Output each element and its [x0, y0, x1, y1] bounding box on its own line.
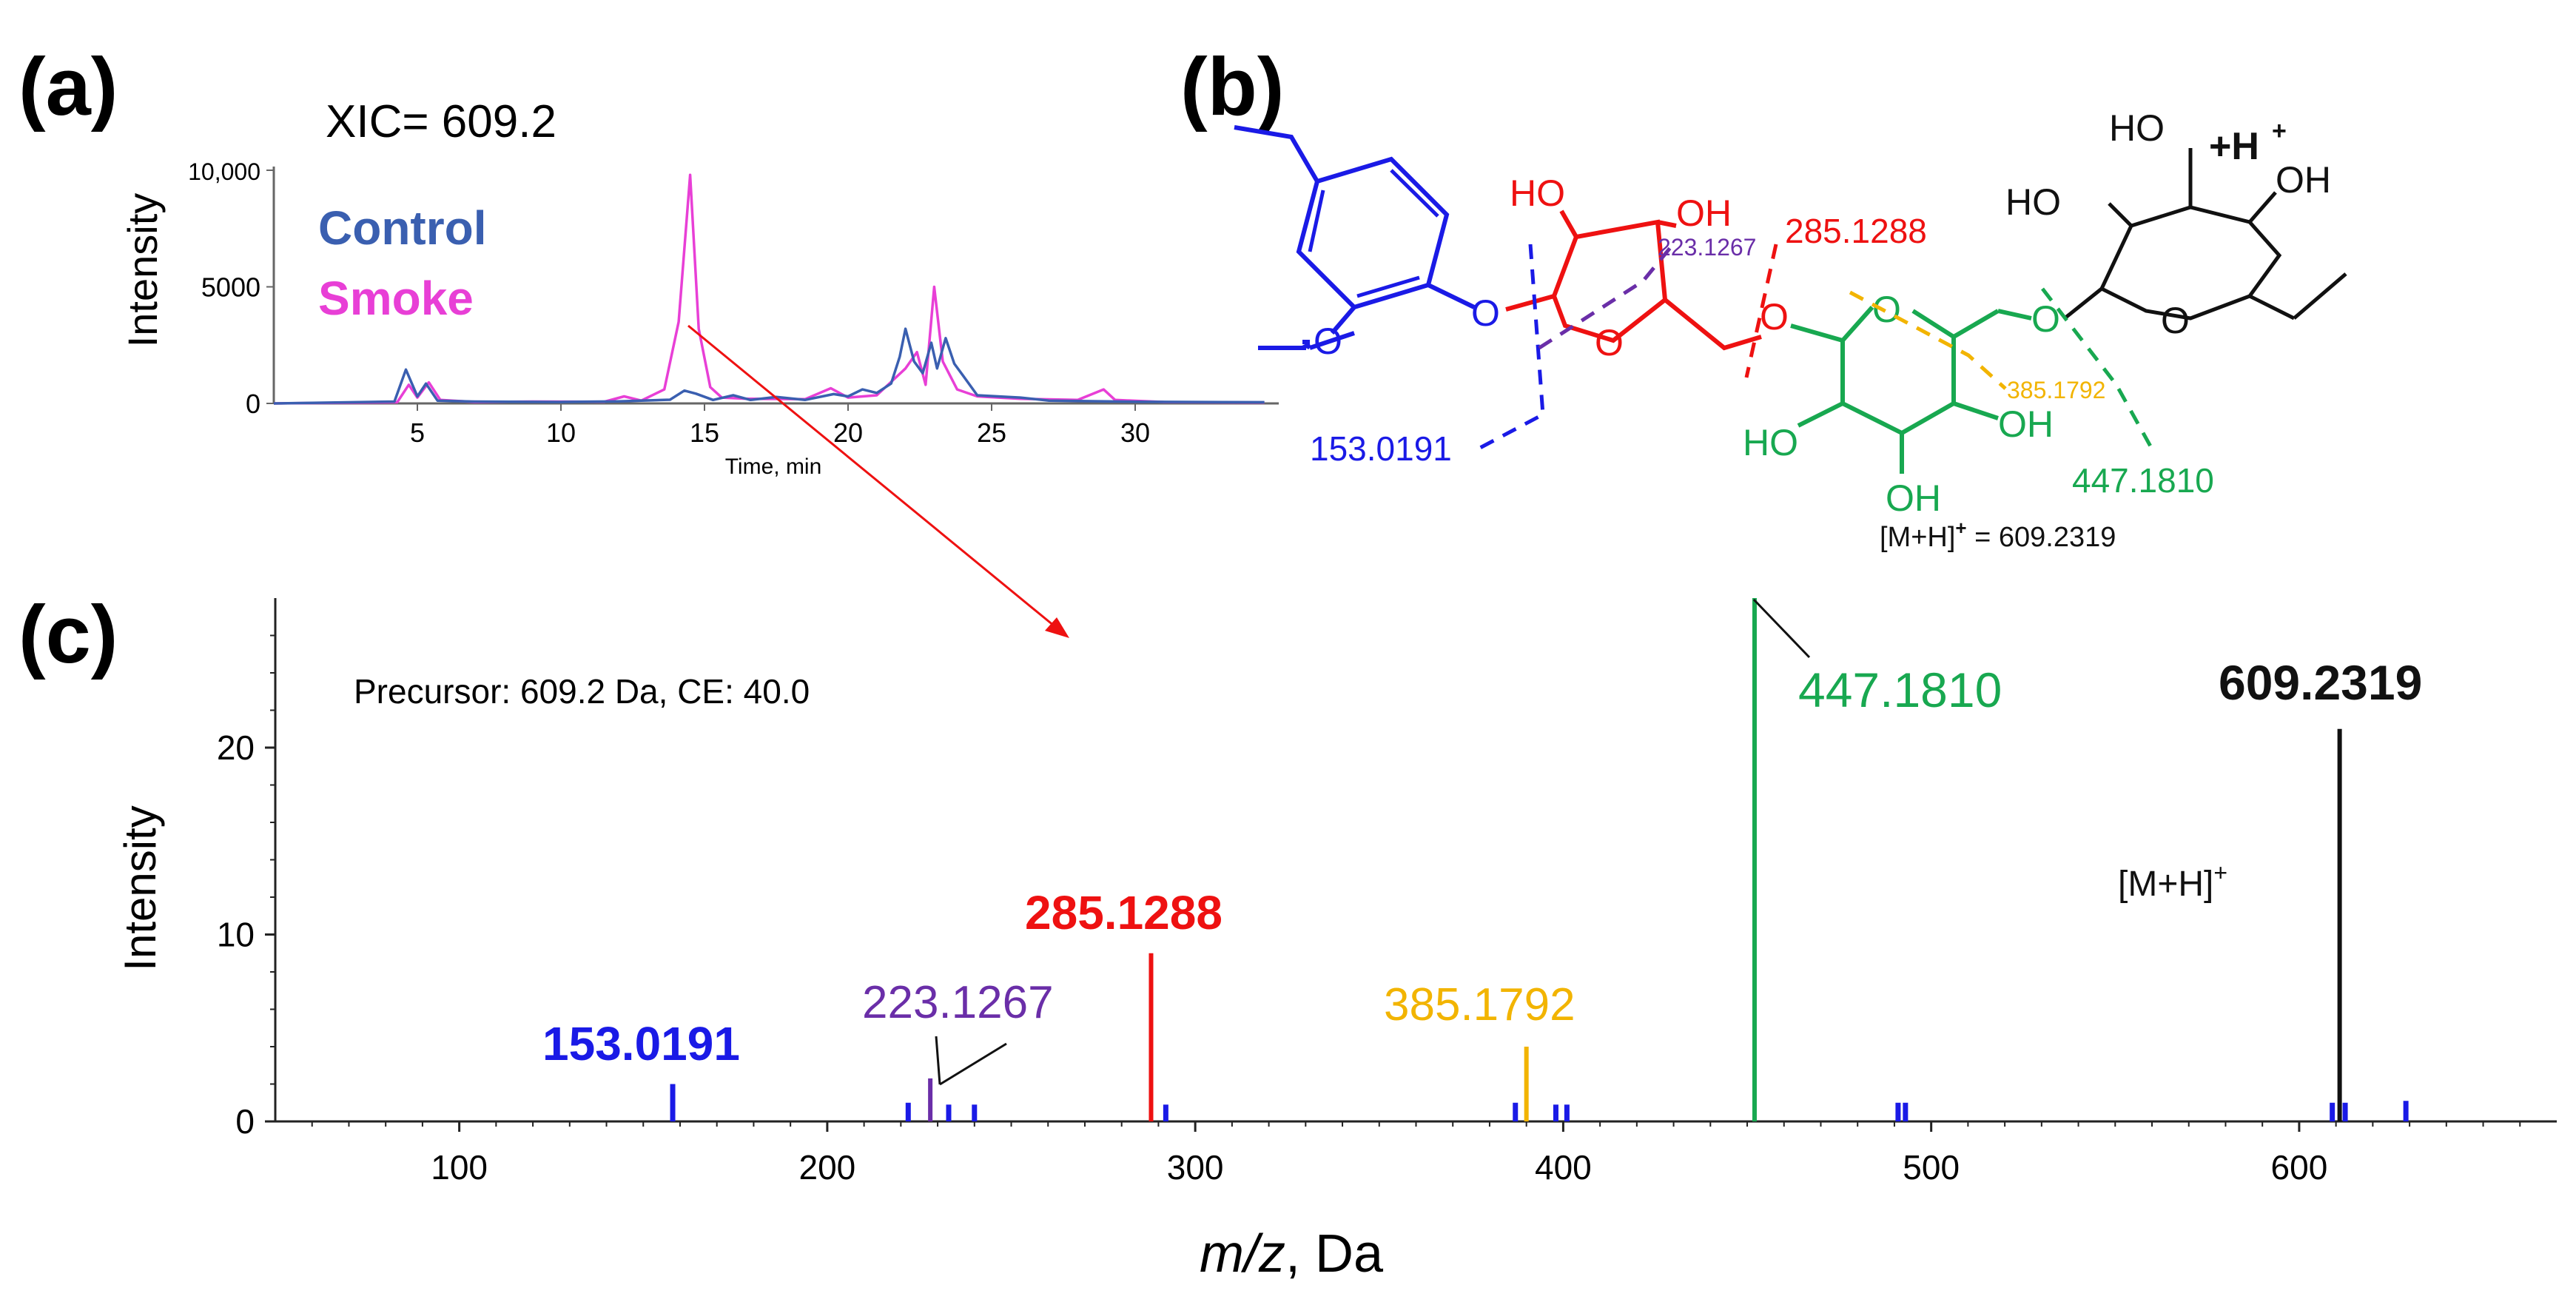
fragment-label-153: 153.0191 [1310, 429, 1452, 468]
link-arrow [687, 324, 1069, 638]
fragment-label-223: 223.1267 [1658, 234, 1756, 261]
cut-line-447 [2041, 287, 2156, 453]
xic-series [273, 173, 1265, 405]
peak-label-223: 223.1267 [862, 977, 1054, 1028]
atom-o-glucose-ring: O [1872, 289, 1901, 330]
fragment-label-447: 447.1810 [2072, 461, 2214, 500]
panel-label-b: (b) [1180, 41, 1284, 132]
leader-line-223b [939, 1042, 1007, 1086]
proton-label: +H [2209, 125, 2259, 168]
atom-oh-glucose-4: OH [1998, 403, 2054, 445]
xic-x-tick-label: 20 [833, 417, 863, 448]
aryl-o-bond [1505, 294, 1555, 312]
xic-y-axis-label: Intensity [119, 193, 166, 348]
methoxy-bond [1304, 342, 1312, 350]
xic-chart: XIC= 609.2 Intensity Time, min 5 10 15 20 25… [119, 96, 1279, 479]
leader-line-223 [935, 1036, 941, 1085]
methoxy-chain [1309, 331, 1355, 350]
panel-label-a: (a) [19, 41, 118, 132]
peak-label-285: 285.1288 [1025, 886, 1223, 939]
xic-y-tick-label: 10,000 [188, 158, 260, 185]
atom-ho-terminal-left: HO [2005, 181, 2061, 223]
legend-smoke: Smoke [318, 272, 474, 325]
xic-y-tick-label: 5000 [201, 272, 260, 303]
peak-label-447: 447.1810 [1798, 662, 2002, 717]
xic-x-tick-label: 25 [977, 417, 1006, 448]
panel-label-c: (c) [19, 589, 118, 680]
cut-line-223 [1538, 239, 1678, 350]
cut-line-285 [1744, 244, 1778, 378]
spectrum-x-tick-label: 500 [1903, 1148, 1960, 1187]
peak-label-385: 385.1792 [1384, 979, 1575, 1030]
xic-series-line-control [273, 327, 1265, 405]
spectrum-y-tick-label: 20 [217, 728, 255, 767]
spectrum-y-axis-label: Intensity [115, 805, 165, 970]
terminal-sugar-ring [2063, 148, 2347, 321]
spectrum-y-tick-label: 0 [235, 1102, 255, 1141]
atom-oh-glucose-3: OH [1886, 477, 1941, 519]
xic-x-tick-label: 5 [410, 417, 425, 448]
molecular-ion-formula: [M+H]+ = 609.2319 [1880, 517, 2116, 553]
molecular-structure: O O HO OH O O O HO OH OH O [1234, 107, 2347, 553]
xic-x-axis-label: Time, min [725, 454, 822, 479]
xic-x-tick-label: 15 [690, 417, 719, 448]
spectrum-x-tick-label: 400 [1535, 1148, 1592, 1187]
atom-ho-terminal-top: HO [2109, 107, 2165, 149]
atom-o-furanose: O [1595, 322, 1624, 363]
peak-label-153: 153.0191 [542, 1017, 740, 1070]
spectrum-x-tick-label: 600 [2271, 1148, 2328, 1187]
atom-o-methoxy: O [1314, 321, 1342, 362]
fragment-label-385: 385.1792 [2007, 377, 2105, 403]
glucose-ring [1790, 306, 2032, 474]
atom-o-terminal-ring: O [2161, 300, 2190, 341]
spectrum-peaks [670, 598, 2409, 1121]
xic-title: XIC= 609.2 [326, 96, 556, 147]
atom-ho-furanose: HO [1510, 172, 1565, 214]
aromatic-ring [1234, 125, 1476, 350]
xic-axes [272, 167, 1279, 405]
spectrum-x-axis-label: m/z, Da [1200, 1224, 1384, 1284]
spectrum-x-tick-label: 300 [1167, 1148, 1224, 1187]
atom-o-glucose-linker: O [2031, 298, 2060, 340]
xic-ticks: 5 10 15 20 25 30 0 5000 10,000 [188, 158, 1150, 448]
atom-oh-furanose: OH [1676, 192, 1732, 234]
spectrum-x-tick-label: 100 [431, 1148, 488, 1187]
fragment-label-285: 285.1288 [1785, 212, 1927, 250]
msms-spectrum: Precursor: 609.2 Da, CE: 40.0 Intensity … [115, 598, 2557, 1284]
xic-x-tick-label: 10 [546, 417, 576, 448]
atom-o-aryl: O [1471, 292, 1500, 334]
spectrum-y-tick-label: 10 [217, 916, 255, 954]
molecular-ion-label: [M+H]+ [2118, 859, 2227, 904]
xic-y-tick-label: 0 [246, 389, 260, 419]
proton-charge: + [2272, 117, 2287, 145]
furanose-ring [1552, 209, 1762, 351]
leader-line-447 [1752, 598, 1811, 659]
spectrum-x-tick-label: 200 [799, 1148, 856, 1187]
atom-oh-terminal-right: OH [2276, 159, 2331, 201]
cut-line-153 [1479, 244, 1545, 450]
spectrum-annotation: Precursor: 609.2 Da, CE: 40.0 [354, 672, 810, 711]
cut-line-385 [1849, 290, 2007, 390]
spectrum-ticks: 100 200 300 400 500 600 0 10 20 [217, 634, 2521, 1187]
peak-label-609: 609.2319 [2219, 655, 2422, 710]
legend-control: Control [318, 201, 487, 255]
atom-ho-glucose: HO [1743, 422, 1798, 463]
xic-x-tick-label: 30 [1120, 417, 1150, 448]
